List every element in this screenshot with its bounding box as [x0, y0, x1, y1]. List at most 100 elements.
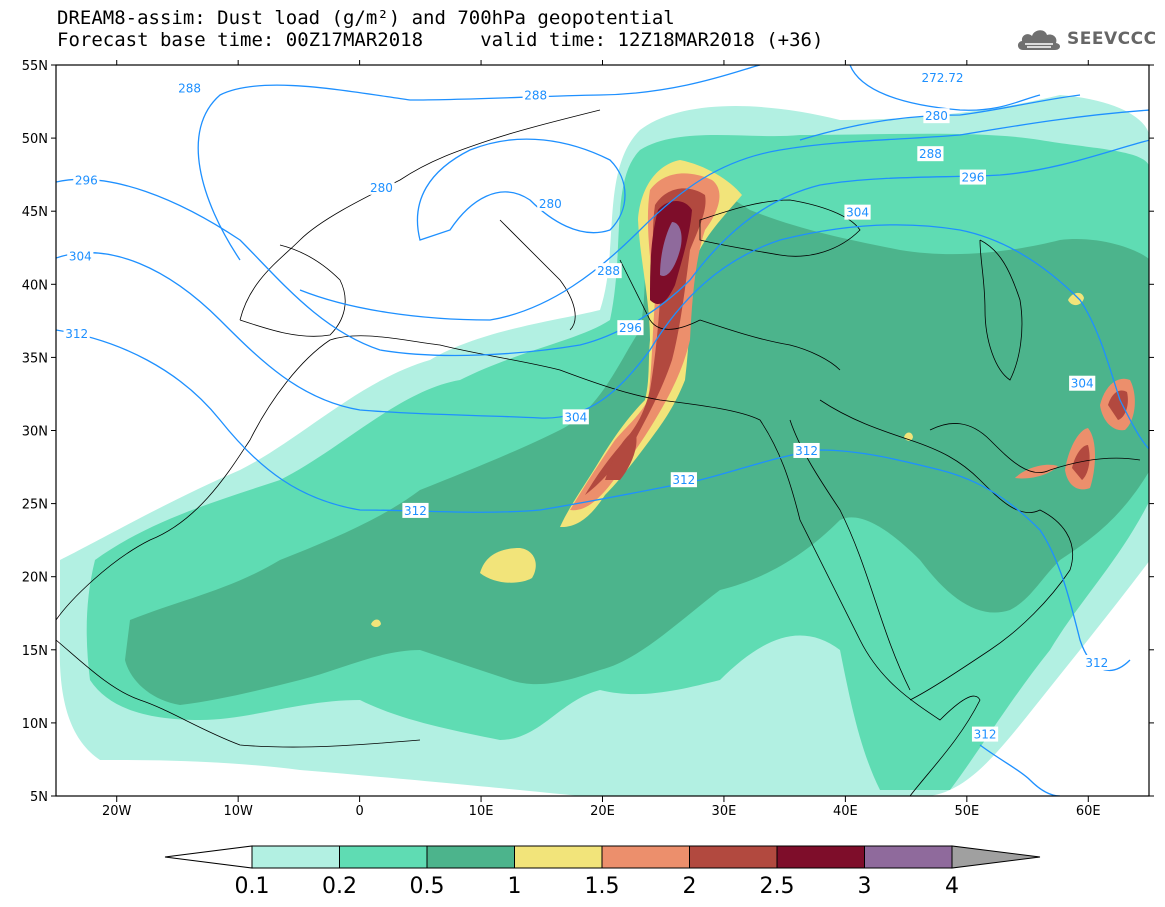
colorbar-label: 0.2 — [322, 874, 357, 899]
colorbar-swatch — [514, 845, 603, 869]
lat-tick-label: 45N — [22, 205, 48, 220]
contour-280-west — [416, 138, 626, 241]
contour-288-mid — [299, 109, 1149, 321]
contour-label-bg — [617, 320, 644, 336]
lat-tick-label: 20N — [22, 571, 48, 586]
lat-tick-label: 25N — [22, 498, 48, 513]
dust-shade-3 — [660, 222, 682, 276]
contour-label-bg — [918, 70, 967, 86]
contour-label-bg — [923, 108, 950, 124]
contour-label: 288 — [178, 81, 201, 95]
contour-label-bg — [537, 195, 564, 211]
dust-shade-spot1 — [1068, 292, 1084, 306]
coastline-persiangulf — [929, 423, 1051, 473]
colorbar: 0.1 0.2 0.5 1 1.5 2 2.5 3 4 — [164, 845, 1041, 899]
colorbar-label: 3 — [858, 874, 872, 899]
contour-label: 312 — [404, 504, 427, 518]
lat-tick-label: 5N — [30, 790, 48, 805]
coastline-blacksea — [699, 199, 861, 257]
lat-tick-label: 30N — [22, 425, 48, 440]
contour-label-bg — [595, 263, 622, 279]
contour-label-bg — [971, 726, 999, 742]
lon-tick-label: 10W — [223, 804, 253, 819]
colorbar-swatch — [339, 845, 428, 869]
coastline-caspian — [979, 239, 1023, 381]
contour-272.72 — [849, 65, 1041, 111]
lat-tick-label: 35N — [22, 351, 48, 366]
geopotential-contours — [56, 65, 1149, 796]
lon-tick-label: 50E — [954, 804, 979, 819]
contour-label-bg — [562, 409, 589, 425]
forecast-times: Forecast base time: 00Z17MAR2018 valid t… — [57, 29, 824, 51]
contour-label: 304 — [846, 206, 869, 220]
contour-label-bg — [176, 80, 203, 96]
contour-label: 288 — [919, 147, 942, 161]
dust-shade-spot3 — [371, 619, 381, 627]
contour-280-east — [799, 94, 1081, 141]
contour-304 — [56, 224, 1149, 450]
contour-label: 280 — [539, 197, 562, 211]
colorbar-swatch — [689, 845, 778, 869]
contour-label-bg — [844, 204, 871, 220]
contour-label-bg — [1083, 654, 1110, 670]
lon-tick-label: 60E — [1076, 804, 1101, 819]
dust-shade-2.5-b — [605, 430, 637, 480]
colorbar-below-arrow — [164, 845, 253, 869]
contour-label: 288 — [524, 89, 547, 103]
contour-label-bg — [1069, 375, 1096, 391]
contour-label-bg — [402, 502, 429, 518]
colorbar-label: 4 — [945, 874, 959, 899]
colorbar-above-arrow — [951, 845, 1041, 869]
contour-label: 312 — [672, 473, 695, 487]
colorbar-swatch — [864, 845, 953, 869]
contour-label: 296 — [961, 171, 984, 185]
colorbar-label: 2.5 — [760, 874, 795, 899]
lat-tick-label: 50N — [22, 132, 48, 147]
colorbar-label: 0.5 — [410, 874, 445, 899]
colorbar-swatch — [776, 845, 865, 869]
lat-tick-label: 15N — [22, 644, 48, 659]
contour-label: 280 — [925, 109, 948, 123]
map-title: DREAM8-assim: Dust load (g/m²) and 700hP… — [57, 7, 675, 29]
contour-label: 312 — [1085, 656, 1108, 670]
contour-label: 304 — [69, 250, 92, 264]
lon-tick-label: 10E — [469, 804, 494, 819]
dust-shade-1-spot — [480, 548, 536, 583]
coastline-iberia — [239, 244, 346, 337]
seevccc-logo: SEEVCCC — [1015, 26, 1157, 52]
coastline-turkey — [699, 319, 841, 371]
lon-tick-label: 20W — [102, 804, 132, 819]
contour-312-south — [979, 744, 1061, 796]
contour-label: 280 — [370, 181, 393, 195]
lon-tick-label: 40E — [833, 804, 858, 819]
coastline-europe — [239, 109, 601, 321]
dust-shade-gulf-b — [1072, 445, 1090, 480]
contour-label: 304 — [564, 410, 587, 424]
colorbar-swatch — [251, 845, 340, 869]
coastlines — [56, 109, 1141, 796]
lat-tick-label: 40N — [22, 278, 48, 293]
contour-label: 296 — [619, 321, 642, 335]
contour-label: 312 — [65, 327, 88, 341]
colorbar-label: 2 — [683, 874, 697, 899]
contour-labels: 288 288 272.72 280 288 296 280 280 296 304 304 288 3… — [63, 70, 1110, 742]
lon-tick-label: 30E — [712, 804, 737, 819]
coastline-westafrica — [56, 639, 421, 748]
dust-field — [59, 95, 1149, 796]
contour-label-bg — [522, 87, 549, 103]
contour-label: 312 — [795, 444, 818, 458]
contour-label-bg — [917, 146, 944, 162]
contour-label-bg — [670, 472, 697, 488]
contour-label: 304 — [1071, 377, 1094, 391]
coastline-africa — [56, 335, 981, 796]
dust-shade-oman — [1015, 464, 1058, 479]
contour-label-bg — [959, 169, 987, 185]
lat-tick-label: 55N — [22, 59, 48, 74]
contour-312 — [56, 329, 1131, 671]
lon-tick-label: 0 — [355, 804, 363, 819]
cloud-icon — [1017, 30, 1061, 50]
lat-tick-label: 10N — [22, 717, 48, 732]
colorbar-label: 0.1 — [235, 874, 270, 899]
contour-label-bg — [63, 326, 90, 342]
contour-288-north — [197, 65, 761, 261]
